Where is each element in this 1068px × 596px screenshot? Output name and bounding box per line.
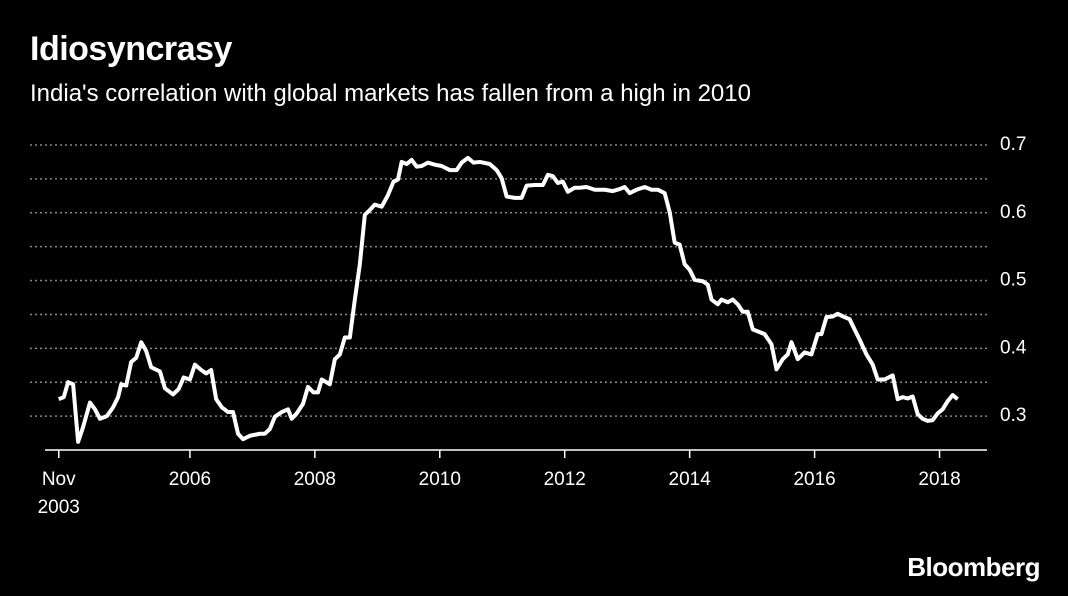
x-tick-label: 2016 [793,469,836,490]
y-tick-label: 0.6 [1000,202,1026,223]
y-tick-label: 0.3 [1000,405,1026,426]
y-tick-label: 0.7 [1000,134,1026,155]
chart-subtitle: India's correlation with global markets … [30,80,751,107]
y-tick-label: 0.5 [1000,270,1026,291]
x-tick-label: 2010 [418,469,461,490]
x-tick-label: 2008 [293,469,336,490]
line [57,155,959,444]
x-tick-label: 2006 [168,469,212,490]
x-tick-label: 2012 [543,469,586,490]
chart-title: Idiosyncrasy [30,30,232,68]
y-tick-label: 0.4 [1000,337,1027,358]
x-tick-label: 2014 [668,469,711,490]
x-tick-label: 2018 [918,469,961,490]
x-tick-label: Nov 2003 [37,469,80,518]
source-logo: Bloomberg [907,552,1040,582]
